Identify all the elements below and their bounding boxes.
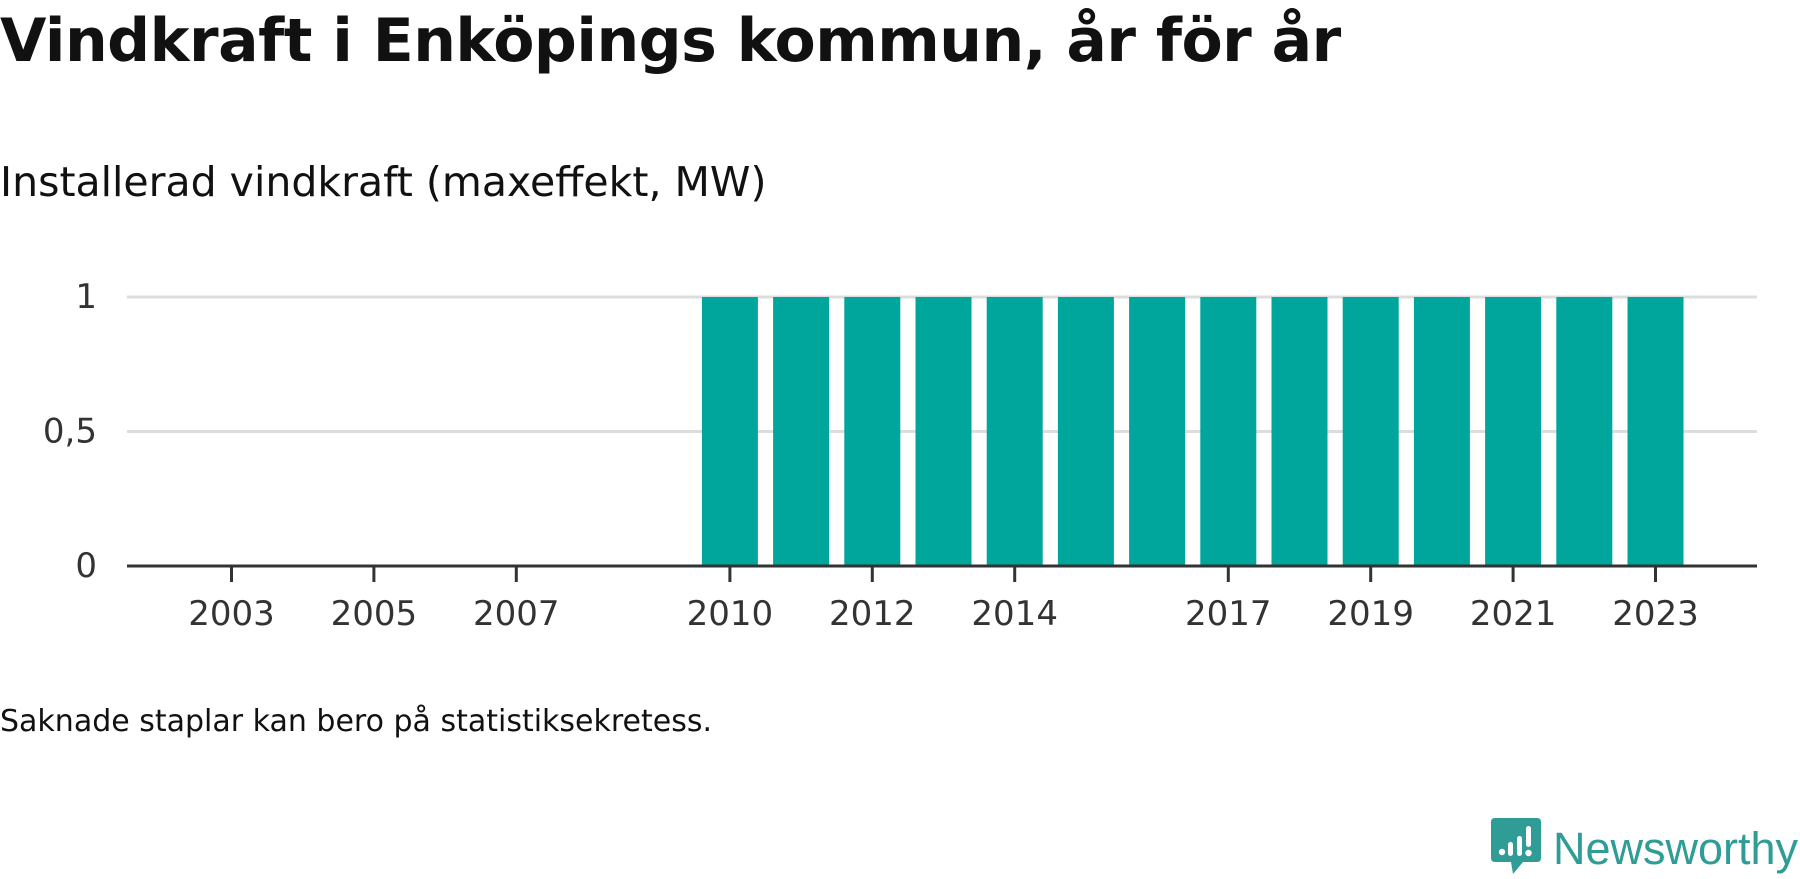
x-tick-label: 2010 [687, 594, 774, 634]
bars [701, 297, 1684, 566]
bar [1556, 297, 1613, 566]
bar [1485, 297, 1542, 566]
brand-name: Newsworthy [1553, 822, 1799, 874]
y-tick-label: 1 [75, 277, 97, 317]
x-tick-label: 2021 [1470, 594, 1557, 634]
bar [773, 297, 830, 566]
axes [127, 564, 1757, 582]
y-tick-label: 0 [75, 546, 97, 586]
chart-subtitle: Installerad vindkraft (maxeffekt, MW) [0, 158, 767, 206]
x-tick-label: 2003 [188, 594, 275, 634]
tick-labels: 0 0,5 1 2003 2005 2007 2010 2012 2014 2017 2019 202… [43, 277, 1699, 634]
bar [986, 297, 1043, 566]
bar [701, 297, 758, 566]
newsworthy-logo-icon [1491, 818, 1541, 874]
bar [1342, 297, 1399, 566]
bar [915, 297, 972, 566]
x-tick-label: 2019 [1327, 594, 1414, 634]
y-tick-label: 0,5 [43, 412, 97, 452]
bar [1129, 297, 1186, 566]
bar-chart: 0 0,5 1 2003 2005 2007 2010 2012 2014 2017 2019 202… [43, 277, 1757, 634]
bar [1057, 297, 1114, 566]
x-tick-label: 2023 [1612, 594, 1699, 634]
x-tick-label: 2014 [971, 594, 1058, 634]
chart-title: Vindkraft i Enköpings kommun, år för år [0, 6, 1341, 76]
bar [844, 297, 901, 566]
bar [1271, 297, 1328, 566]
bar [1200, 297, 1257, 566]
x-tick-label: 2007 [473, 594, 560, 634]
footnote: Saknade staplar kan bero på statistiksek… [0, 704, 713, 739]
x-tick-label: 2017 [1185, 594, 1272, 634]
bar [1627, 297, 1684, 566]
x-tick-label: 2012 [829, 594, 916, 634]
brand-logo: Newsworthy [1491, 818, 1798, 878]
x-tick-label: 2005 [331, 594, 418, 634]
bar [1413, 297, 1470, 566]
